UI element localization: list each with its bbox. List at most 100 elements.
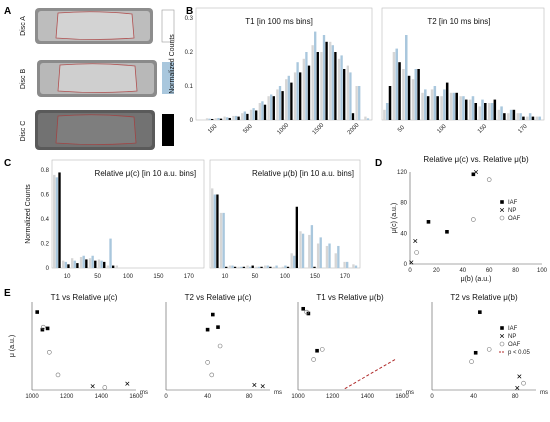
E3-trend-line: [344, 359, 396, 390]
panel-label-a: A: [4, 6, 11, 17]
B2-bar-1-6: [443, 89, 446, 120]
B1-bar-1-2: [217, 117, 220, 120]
B1-bar-2-10: [290, 82, 293, 120]
C1-xtick-0: 10: [64, 274, 71, 280]
B1-bar-0-15: [329, 41, 332, 120]
E2-point-np-0: [252, 382, 257, 388]
B1-ytick-1: 0.1: [185, 84, 194, 90]
D-point-iaf-2: [471, 172, 476, 177]
B2-bar-0-6: [440, 96, 443, 120]
B1-bar-1-14: [322, 35, 326, 120]
B2-bar-0-11: [487, 103, 491, 120]
E1-point-iaf-1: [40, 327, 45, 332]
E4-point-np-1: [517, 374, 522, 379]
E1-point-iaf-2: [45, 326, 50, 331]
C1-xtick-4: 170: [184, 274, 195, 280]
C2-bar-1-16: [354, 265, 358, 268]
B1-ytick-3: 0.3: [185, 16, 194, 22]
B1-bar-1-15: [331, 45, 334, 121]
B1-bar-0-19: [364, 116, 367, 120]
panel-label-b: B: [186, 6, 193, 17]
E2-point-iaf-0: [205, 327, 210, 332]
E1-point-oaf-2: [55, 372, 61, 378]
C1-bar-2-4: [94, 260, 97, 268]
panel-label-d: D: [375, 158, 382, 169]
B1-ylabel: Normalized Counts: [169, 34, 176, 94]
B1-bar-0-6: [249, 109, 253, 120]
C1-ytick-3: 0.6: [41, 193, 50, 199]
B2-bar-1-11: [490, 103, 494, 120]
E4-point-oaf-0: [469, 359, 474, 364]
B1-bar-0-2: [214, 118, 217, 120]
B1-bar-0-3: [223, 116, 226, 120]
D-ytick-1: 40: [400, 231, 407, 237]
D-xtick-5: 100: [537, 268, 548, 274]
panel-label-e: E: [4, 288, 11, 299]
B2-bar-2-2: [407, 75, 411, 120]
B1-bar-2-8: [272, 96, 275, 120]
B2-bar-2-5: [436, 96, 439, 120]
C1-bar-0-4: [88, 258, 92, 268]
B1-bar-0-8: [267, 96, 270, 120]
B2-bar-0-4: [421, 92, 424, 120]
D-legend-marker-0: [500, 200, 504, 204]
D-point-oaf-0: [414, 250, 419, 255]
B1-bar-0-13: [311, 45, 314, 121]
C2-bar-0-6: [264, 265, 267, 268]
B2-bar-0-14: [516, 113, 520, 120]
disc-b-swatch: [162, 62, 174, 94]
disc-a-image: [35, 8, 153, 44]
B1-bar-2-16: [343, 69, 346, 120]
E2-point-iaf-2: [216, 325, 220, 329]
C2-bar-2-0: [216, 194, 219, 268]
C1-bar-1-1: [64, 261, 68, 269]
B2-bar-1-9: [471, 96, 475, 120]
B1-bar-1-19: [366, 118, 370, 120]
B2-bar-1-14: [519, 113, 522, 120]
B1-xtick-2: 1000: [276, 122, 290, 136]
B2-xtick-1: 100: [436, 123, 448, 135]
B1-bar-1-18: [358, 86, 361, 120]
C2-bar-2-5: [260, 266, 263, 268]
D-ytick-2: 80: [400, 201, 407, 207]
D-point-np-2: [473, 169, 479, 175]
E1-xlabel: ms: [140, 390, 148, 396]
C1-bar-0-5: [97, 259, 101, 269]
B1-bar-2-12: [307, 65, 311, 120]
B2-bar-0-9: [468, 99, 472, 120]
C2-bar-0-13: [325, 245, 329, 268]
C2-bar-0-3: [237, 266, 240, 268]
E1-point-np-0: [90, 384, 95, 389]
panel-label-c: C: [4, 158, 11, 169]
B1-bar-0-12: [302, 58, 305, 120]
chart-b1: T1 [in 100 ms bins] 100 500 1000 1500 2000 0 0.…: [169, 7, 373, 136]
B2-bar-2-4: [426, 96, 430, 120]
D-title: Relative μ(c) vs. Relative μ(b): [423, 155, 529, 164]
C1-bar-1-5: [100, 260, 103, 268]
B1-ytick-2: 0.2: [185, 50, 194, 56]
B1-bar-2-14: [325, 41, 328, 120]
E4-xtick-2: 80: [512, 394, 519, 400]
C2-bar-0-10: [299, 231, 302, 268]
disc-b-image: [37, 60, 157, 97]
B1-frame: [195, 7, 373, 121]
C2-bar-2-4: [251, 265, 254, 268]
E4-point-iaf-1: [478, 310, 482, 314]
B2-bar-2-6: [445, 82, 449, 120]
chart-e1: 1000 1200 1400 1600 T1 vs Relative μ(c) ms μ (…: [9, 293, 148, 400]
B2-xtick-2: 150: [477, 123, 489, 135]
C2-bar-0-1: [219, 212, 223, 269]
B1-bar-2-1: [211, 118, 214, 120]
B1-bar-1-16: [340, 55, 343, 120]
C2-bar-1-2: [231, 265, 234, 268]
B2-bar-0-7: [449, 92, 453, 120]
B2-bar-1-13: [509, 109, 513, 120]
C1-title: Relative μ(c) [in 10 a.u. bins]: [95, 169, 197, 178]
B1-bar-1-5: [243, 111, 246, 120]
C1-bar-0-6: [106, 265, 110, 268]
E1-xtick-2: 1400: [95, 394, 109, 400]
B2-bar-0-5: [430, 89, 434, 120]
C2-bar-1-9: [293, 255, 296, 268]
C2-bar-1-14: [337, 245, 340, 268]
